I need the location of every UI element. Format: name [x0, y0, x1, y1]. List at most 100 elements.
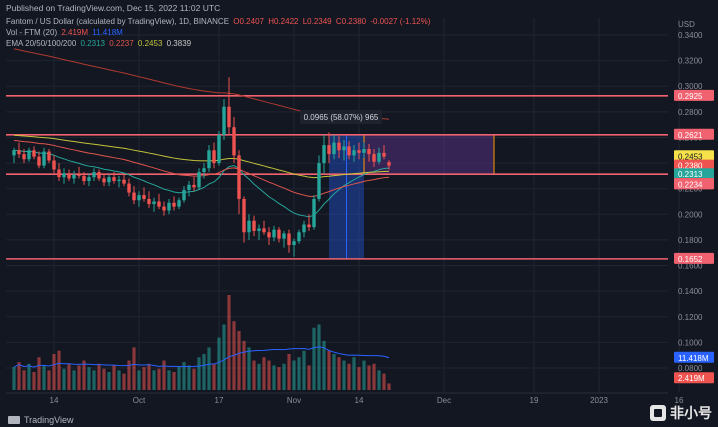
candle-body — [317, 163, 321, 199]
candle-body — [202, 168, 206, 173]
volume-bar — [262, 357, 266, 390]
candle-body — [37, 156, 41, 166]
volume-bar — [307, 365, 311, 390]
candle-body — [142, 195, 146, 199]
volume-bar — [332, 353, 336, 390]
candle-body — [152, 201, 156, 205]
symbol-legend: Fantom / US Dollar (calculated by Tradin… — [6, 17, 430, 26]
ema-label[interactable]: EMA 20/50/100/200 — [6, 39, 77, 48]
horizontal-levels[interactable] — [6, 95, 668, 260]
volume-bar — [82, 360, 86, 390]
time-tick-label: 14 — [50, 396, 59, 405]
volume-bar — [202, 353, 206, 390]
volume-bar — [142, 367, 146, 390]
price-tick-label: 0.1200 — [678, 313, 703, 322]
ema20-value: 0.2313 — [80, 39, 105, 48]
price-tag-label: 11.418M — [678, 354, 709, 363]
candle-body — [212, 150, 216, 164]
ema50-value: 0.2237 — [109, 39, 134, 48]
volume-bar — [242, 340, 246, 390]
candle-body — [187, 184, 191, 190]
ema20-line — [13, 149, 390, 218]
price-tick-label: 0.3000 — [678, 82, 703, 91]
ohlc-high: H0.2422 — [268, 17, 299, 26]
candle-body — [347, 146, 351, 156]
volume-bar — [12, 367, 16, 390]
volume-bar — [362, 360, 366, 390]
candle-body — [127, 183, 131, 193]
candle-body — [87, 177, 91, 182]
candle-body — [137, 195, 141, 201]
volume-bar — [72, 370, 76, 390]
candle-body — [222, 106, 226, 135]
volume-bar — [347, 363, 351, 390]
ema-legend: EMA 20/50/100/200 0.2313 0.2237 0.2453 0… — [6, 39, 191, 48]
brand-name: TradingView — [24, 415, 74, 425]
volume-bar — [127, 360, 131, 390]
time-tick-label: 16 — [675, 396, 684, 405]
ema200-value: 0.3839 — [166, 39, 192, 48]
candle-body — [172, 202, 176, 207]
candle-body — [277, 229, 281, 239]
candle-body — [42, 151, 46, 166]
price-tick-label: 0.0800 — [678, 364, 703, 373]
candle-body — [232, 127, 236, 156]
volume-bar — [382, 373, 386, 390]
volume-bar — [207, 347, 211, 390]
volume-value: 2.419M — [61, 28, 89, 37]
candle-body — [57, 169, 61, 178]
volume-label[interactable]: Vol - FTM (20) — [6, 28, 58, 37]
time-tick-label: 14 — [355, 396, 364, 405]
candle-body — [192, 184, 196, 188]
price-tick-label: 0.3400 — [678, 31, 703, 40]
price-tick-label: 0.3200 — [678, 57, 703, 66]
watermark: 非小号 — [650, 403, 712, 423]
candle-body — [242, 198, 246, 233]
volume-bar — [227, 295, 231, 390]
candle-body — [282, 233, 286, 239]
candle-body — [307, 224, 311, 228]
volume-bar — [47, 370, 51, 390]
volume-bar — [337, 357, 341, 390]
volume-bar — [117, 370, 121, 390]
time-axis[interactable]: 14Oct17Nov14Dec19202316Feb — [50, 396, 718, 405]
candle-body — [27, 150, 31, 160]
candle-body — [197, 172, 201, 188]
volume-bar — [367, 365, 371, 390]
measure-label: 0.0965 (58.07%) 965 — [304, 113, 379, 122]
volume-bar — [27, 363, 31, 390]
tradingview-brand[interactable]: TradingView — [8, 415, 74, 425]
volume-bar — [197, 357, 201, 390]
volume-bar — [252, 360, 256, 390]
candle-body — [207, 150, 211, 169]
ohlc-change: -0.0027 (-1.12%) — [370, 17, 431, 26]
volume-bar — [157, 368, 161, 390]
candle-body — [107, 177, 111, 183]
volume-bar — [152, 370, 156, 390]
candle-body — [262, 228, 266, 233]
volume-bar — [237, 331, 241, 390]
candle-body — [92, 172, 96, 178]
volume-bar — [67, 363, 71, 390]
candle-body — [112, 177, 116, 182]
candle-body — [182, 189, 186, 201]
ohlc-open: O0.2407 — [233, 17, 264, 26]
candle-body — [82, 175, 86, 182]
volume-bar — [217, 337, 221, 390]
candle-body — [117, 179, 121, 182]
price-tag-label: 2.419M — [678, 374, 705, 383]
watermark-text: 非小号 — [670, 405, 712, 421]
ema200-line — [13, 48, 390, 120]
candle-body — [227, 106, 231, 128]
volume-bar — [377, 370, 381, 390]
symbol-name[interactable]: Fantom / US Dollar (calculated by Tradin… — [6, 17, 230, 26]
price-axis[interactable]: 0.34000.32000.30000.28000.26000.24000.22… — [678, 31, 703, 373]
price-tag-volma — [674, 351, 714, 363]
volume-bar — [147, 363, 151, 390]
ema100-value: 0.2453 — [137, 39, 163, 48]
volume-bar — [57, 350, 61, 390]
candle-body — [217, 134, 221, 164]
volume-bar — [292, 360, 296, 390]
volume-bar — [267, 360, 271, 390]
